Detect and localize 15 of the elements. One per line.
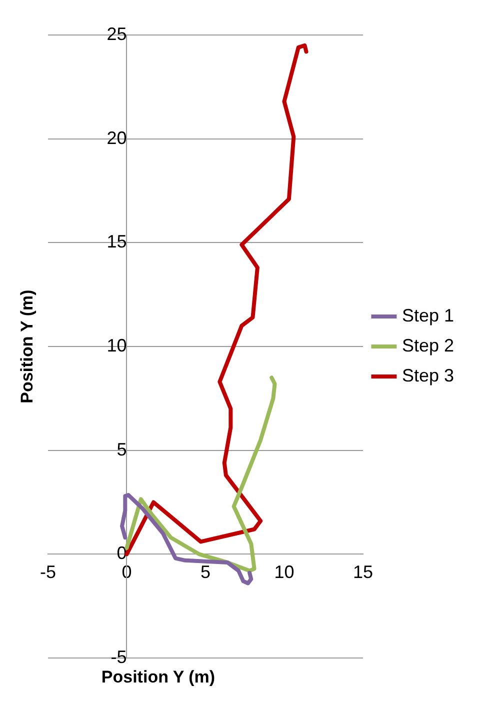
- legend-label: Step 2: [402, 335, 454, 356]
- y-axis-title: Position Y (m): [18, 290, 37, 404]
- y-tick-label: 20: [106, 128, 127, 148]
- x-axis-title: Position Y (m): [101, 668, 216, 687]
- x-tick-label: 15: [352, 562, 373, 582]
- legend-label: Step 1: [402, 305, 454, 326]
- y-tick-label: 15: [106, 232, 127, 252]
- y-tick-label: 25: [106, 24, 127, 44]
- legend-label: Step 3: [402, 365, 454, 386]
- x-tick-label: 10: [274, 562, 294, 582]
- y-tick-label: 10: [106, 335, 127, 356]
- x-tick-label: -5: [40, 562, 56, 582]
- y-tick-label: -5: [110, 646, 127, 667]
- x-tick-label: 5: [200, 562, 210, 582]
- y-tick-label: 5: [116, 439, 127, 460]
